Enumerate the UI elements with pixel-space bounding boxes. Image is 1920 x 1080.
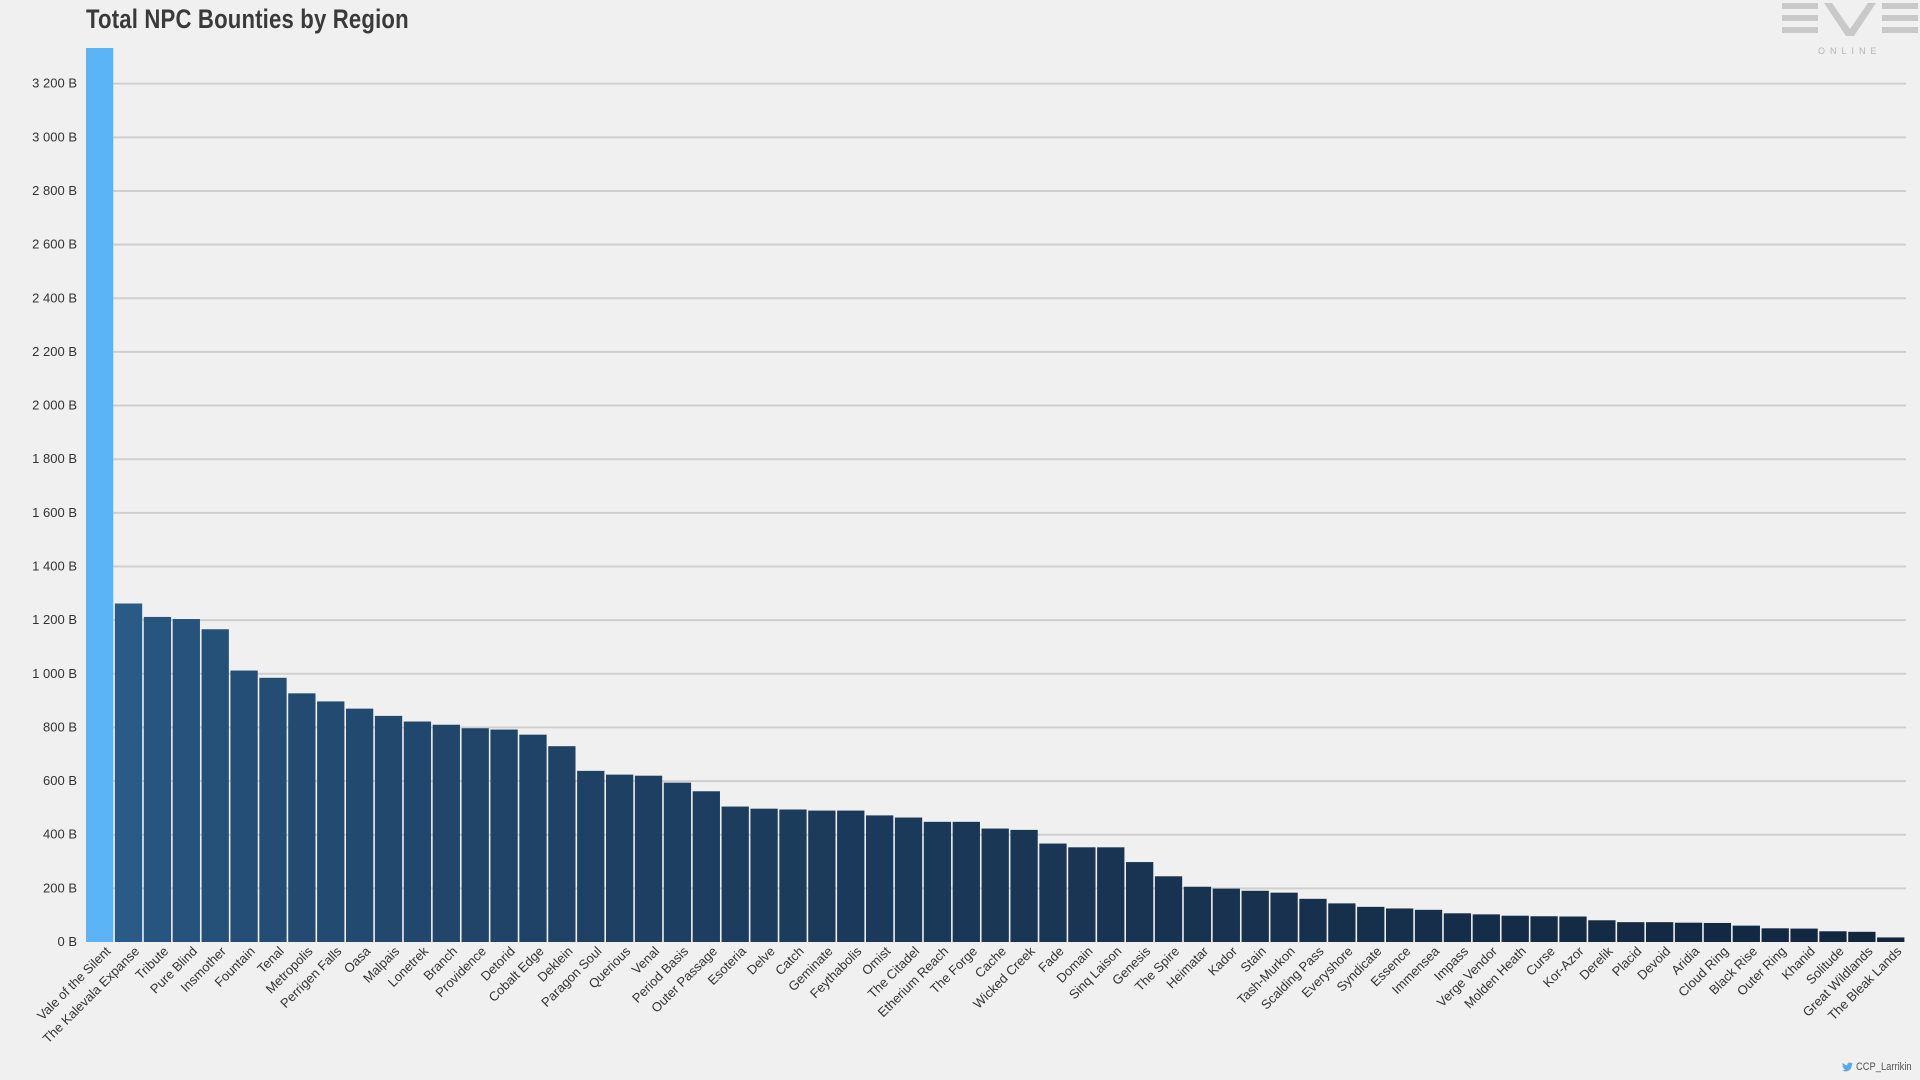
bar — [1646, 922, 1674, 942]
bar — [1154, 876, 1183, 942]
bar — [1212, 888, 1240, 942]
bar — [606, 774, 634, 942]
bar — [1674, 922, 1703, 942]
bar — [1270, 892, 1298, 942]
eve-online-logo — [1782, 3, 1918, 36]
credit-handle: CCP_Larrikin — [1856, 1061, 1912, 1073]
y-tick-label: 3 200 B — [32, 76, 77, 91]
bar — [721, 806, 749, 942]
bar — [1703, 922, 1732, 942]
y-tick-label: 1 400 B — [32, 558, 77, 573]
bar — [1183, 886, 1212, 942]
bar — [1559, 916, 1587, 942]
bar — [779, 809, 807, 942]
bar — [1241, 890, 1269, 942]
bar — [981, 828, 1009, 942]
bar — [1068, 847, 1096, 942]
bar — [1877, 937, 1905, 942]
bar — [1299, 898, 1327, 942]
twitter-bird-icon — [1842, 1062, 1853, 1072]
y-tick-label: 1 000 B — [32, 666, 77, 681]
bar — [1819, 931, 1847, 942]
bar — [346, 708, 374, 942]
y-tick-label: 0 B — [57, 934, 77, 949]
bar — [1501, 915, 1529, 942]
y-tick-label: 600 B — [43, 773, 77, 788]
credit: CCP_Larrikin — [1842, 1061, 1920, 1073]
bar — [1761, 928, 1789, 942]
y-tick-label: 3 000 B — [32, 129, 77, 144]
bar — [143, 616, 172, 942]
bar — [1530, 916, 1558, 942]
bar — [1617, 922, 1645, 942]
bar — [1357, 906, 1385, 942]
y-tick-label: 800 B — [43, 719, 77, 734]
y-tick-label: 1 600 B — [32, 505, 77, 520]
bar — [490, 729, 518, 942]
bar — [86, 48, 114, 942]
logo-subtitle: ONLINE — [1818, 46, 1882, 56]
bar — [288, 693, 316, 942]
bar — [259, 677, 287, 942]
bar — [1790, 928, 1818, 942]
bar — [317, 701, 345, 942]
bar — [808, 810, 836, 942]
y-tick-label: 2 600 B — [32, 237, 77, 252]
bar — [519, 734, 547, 942]
bars — [86, 48, 1905, 942]
bar — [201, 629, 229, 942]
bar — [403, 721, 432, 942]
y-axis-ticks: 0 B 200 B 400 B 600 B 800 B 1 000 B 1 200 B 1 4… — [32, 76, 77, 949]
x-tick-label: Kador — [1205, 943, 1241, 979]
bar — [663, 782, 692, 942]
bar — [1010, 829, 1038, 942]
bar — [1126, 862, 1154, 942]
bar — [1848, 931, 1876, 942]
y-tick-label: 2 200 B — [32, 344, 77, 359]
bar — [114, 603, 143, 942]
bar — [1097, 847, 1125, 942]
bar — [230, 670, 258, 942]
bar — [1732, 925, 1760, 942]
x-tick-label: Devoid — [1634, 944, 1673, 983]
bar — [461, 728, 489, 942]
bar — [923, 821, 952, 942]
bar — [692, 791, 720, 942]
bar — [837, 810, 865, 942]
bar — [577, 770, 605, 942]
bar — [866, 815, 894, 942]
y-tick-label: 200 B — [43, 880, 77, 895]
bar — [1443, 913, 1472, 942]
bar — [1328, 903, 1356, 942]
bar — [1472, 914, 1500, 942]
bar — [634, 775, 663, 942]
bar — [1039, 843, 1067, 942]
y-tick-label: 2 800 B — [32, 183, 77, 198]
chart-title: Total NPC Bounties by Region — [86, 4, 409, 34]
bar — [952, 821, 980, 942]
y-tick-label: 1 200 B — [32, 612, 77, 627]
y-tick-label: 1 800 B — [32, 451, 77, 466]
bar — [894, 817, 923, 942]
y-tick-label: 2 000 B — [32, 398, 77, 413]
x-tick-label: Derelik — [1576, 943, 1616, 983]
bar — [750, 808, 778, 942]
y-tick-label: 2 400 B — [32, 290, 77, 305]
x-tick-label: Delve — [744, 944, 778, 978]
bar — [1588, 920, 1616, 942]
bar — [172, 619, 200, 942]
bar — [374, 715, 403, 942]
y-tick-label: 400 B — [43, 827, 77, 842]
bar — [548, 746, 576, 942]
grid-lines — [86, 82, 1906, 890]
bar — [1386, 908, 1414, 942]
bar — [1414, 909, 1443, 942]
bar — [432, 724, 460, 942]
